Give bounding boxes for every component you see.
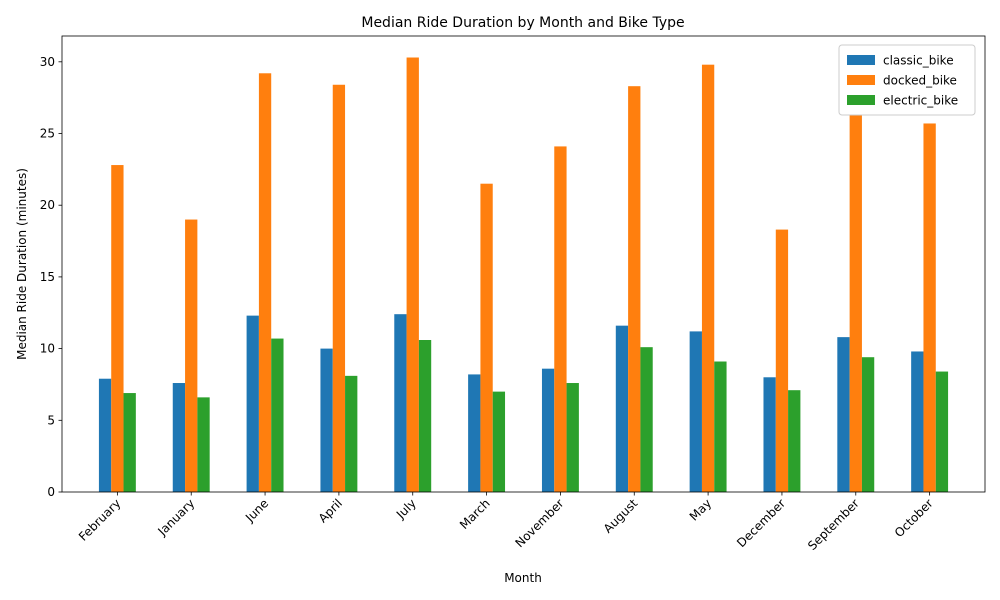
axes-border — [61, 35, 986, 493]
bar-classic_bike-november — [541, 368, 555, 492]
bar-docked_bike-february — [111, 165, 124, 492]
y-tick-label: 20 — [40, 198, 55, 212]
axes-frame — [61, 35, 986, 493]
bar-classic_bike-december — [763, 377, 776, 492]
bar-electric_bike-june — [271, 338, 284, 492]
bar-classic_bike-september — [837, 337, 850, 492]
bar-docked_bike-october — [923, 123, 936, 493]
bar-electric_bike-march — [492, 391, 506, 492]
legend-label-docked_bike: docked_bike — [883, 74, 957, 88]
bar-electric_bike-april — [345, 375, 358, 492]
bar-classic_bike-august — [615, 325, 629, 492]
bar-classic_bike-june — [246, 315, 259, 492]
y-tick-label: 15 — [40, 270, 55, 284]
bar-electric_bike-december — [788, 390, 801, 492]
bar-docked_bike-january — [185, 219, 198, 492]
bar-docked_bike-december — [775, 229, 789, 492]
bar-electric_bike-may — [714, 361, 727, 492]
bar-classic_bike-october — [911, 351, 924, 492]
bar-docked_bike-august — [628, 86, 641, 492]
y-tick-label: 0 — [47, 485, 55, 499]
bar-electric_bike-july — [418, 340, 432, 492]
bar-electric_bike-august — [640, 347, 653, 492]
bar-docked_bike-may — [701, 64, 715, 492]
bar-classic_bike-january — [172, 383, 186, 492]
bar-electric_bike-october — [935, 371, 949, 492]
legend-swatch-electric_bike — [847, 95, 875, 105]
bar-electric_bike-january — [197, 397, 210, 492]
bar-docked_bike-march — [480, 183, 493, 492]
chart-title: Median Ride Duration by Month and Bike T… — [361, 15, 684, 31]
bar-docked_bike-april — [332, 84, 346, 493]
bar-electric_bike-february — [123, 393, 136, 492]
bar-docked_bike-july — [406, 57, 419, 493]
bar-classic_bike-february — [98, 378, 112, 492]
y-axis: 0 5 10 15 20 25 30 — [40, 55, 62, 499]
legend: classic_bike docked_bike electric_bike — [838, 44, 976, 116]
bar-docked_bike-september — [849, 114, 862, 493]
bar-electric_bike-september — [861, 357, 875, 492]
y-tick-label: 10 — [40, 342, 55, 356]
bar-classic_bike-march — [468, 374, 481, 492]
y-tick-label: 30 — [40, 55, 55, 69]
bar-electric_bike-november — [566, 383, 579, 492]
legend-swatch-docked_bike — [847, 75, 875, 85]
y-tick-label: 5 — [47, 413, 55, 427]
bar-classic_bike-april — [320, 348, 333, 492]
y-tick-label: 25 — [40, 127, 55, 141]
bar-classic_bike-may — [689, 331, 702, 492]
bar-docked_bike-june — [258, 73, 272, 492]
legend-label-classic_bike: classic_bike — [883, 54, 954, 68]
plot-area — [61, 35, 986, 493]
legend-label-electric_bike: electric_bike — [883, 94, 958, 108]
x-axis-label: Month — [504, 571, 542, 585]
bar-classic_bike-july — [394, 314, 407, 492]
bar-docked_bike-november — [554, 146, 567, 492]
y-axis-label: Median Ride Duration (minutes) — [15, 168, 29, 360]
legend-swatch-classic_bike — [847, 55, 875, 65]
